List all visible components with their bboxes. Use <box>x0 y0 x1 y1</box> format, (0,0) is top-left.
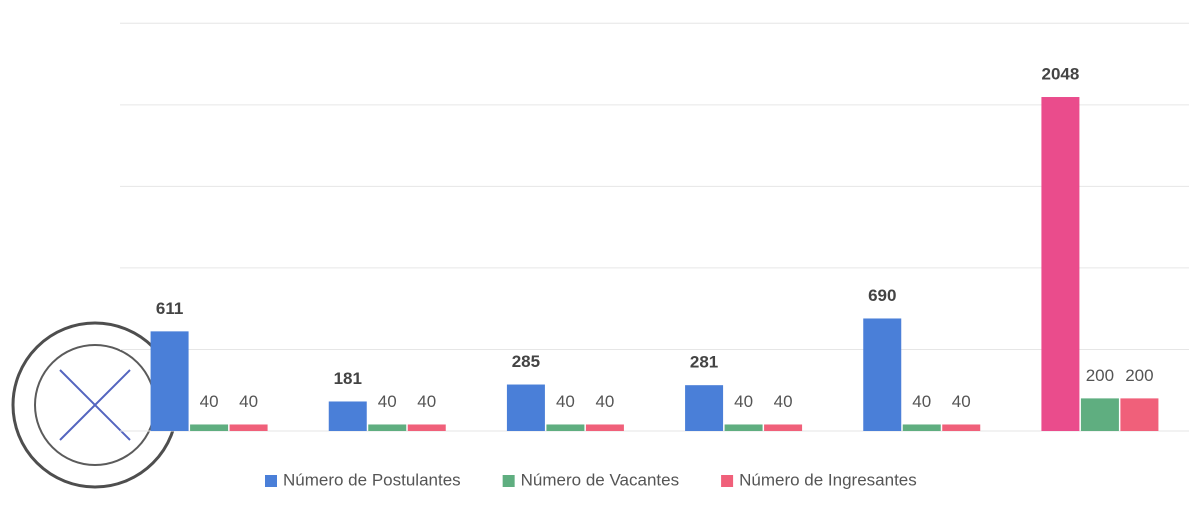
bar <box>1041 97 1080 431</box>
value-label: 40 <box>239 392 258 411</box>
legend-label: Número de Postulantes <box>283 470 461 489</box>
bar <box>190 424 229 431</box>
value-label: 40 <box>556 392 575 411</box>
value-label: 40 <box>774 392 793 411</box>
bar <box>150 331 189 431</box>
value-label: 611 <box>156 299 183 318</box>
legend-swatch <box>721 475 734 487</box>
bar <box>1120 398 1159 431</box>
bar <box>506 384 545 431</box>
value-label: 181 <box>334 369 362 388</box>
value-label: 285 <box>512 352 540 371</box>
value-label: 40 <box>417 392 436 411</box>
legend-swatch <box>265 475 277 487</box>
bar <box>1080 398 1119 431</box>
bar <box>685 385 724 431</box>
value-label: 40 <box>912 392 931 411</box>
bar <box>863 318 902 431</box>
bar <box>546 424 585 431</box>
value-label: 690 <box>868 286 896 305</box>
bar <box>585 424 624 431</box>
value-label: 40 <box>734 392 753 411</box>
value-label: 40 <box>952 392 971 411</box>
bar <box>368 424 407 431</box>
value-label: 281 <box>690 353 718 372</box>
value-label: 200 <box>1086 366 1114 385</box>
bar <box>902 424 941 431</box>
value-label: 40 <box>595 392 614 411</box>
bar <box>942 424 981 431</box>
value-label: 40 <box>378 392 397 411</box>
legend-swatch <box>502 475 515 487</box>
value-label: 40 <box>200 392 219 411</box>
bar <box>407 424 446 431</box>
bar <box>229 424 268 431</box>
bar <box>328 401 367 431</box>
value-label: 2048 <box>1042 65 1080 84</box>
legend-label: Número de Vacantes <box>521 470 679 489</box>
bar <box>724 424 763 431</box>
value-label: 200 <box>1125 366 1153 385</box>
bar <box>764 424 803 431</box>
legend-label: Número de Ingresantes <box>739 470 917 489</box>
